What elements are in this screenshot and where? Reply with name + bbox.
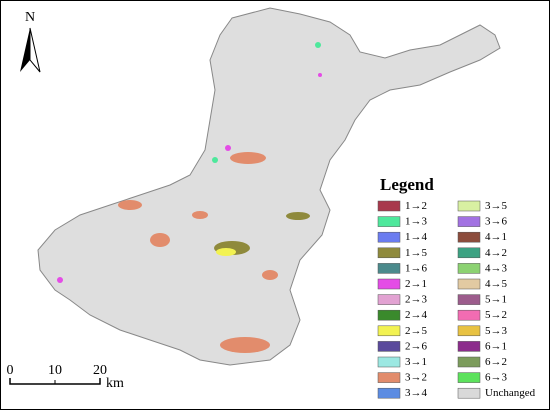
legend-swatch xyxy=(377,325,401,337)
legend-swatch xyxy=(457,387,481,399)
legend-label: 4→1 xyxy=(485,231,507,243)
legend-swatch xyxy=(457,325,481,337)
legend-label: 3→2 xyxy=(405,372,427,384)
legend-label: 3→1 xyxy=(405,356,427,368)
legend-swatch xyxy=(377,263,401,274)
legend-label: 1→3 xyxy=(405,216,428,228)
scale-label: 20 xyxy=(93,363,107,378)
legend-swatch xyxy=(377,387,401,399)
legend-label: 2→5 xyxy=(405,325,428,337)
legend-swatch xyxy=(457,216,481,227)
legend-swatch xyxy=(377,294,401,305)
north-arrow: N xyxy=(20,10,41,73)
legend-label: 5→2 xyxy=(485,309,507,321)
legend-label: 6→2 xyxy=(485,356,507,368)
legend-label: 1→6 xyxy=(405,262,428,274)
arrow-right xyxy=(29,27,41,73)
legend-swatch xyxy=(457,263,481,274)
legend-swatch xyxy=(377,231,401,243)
legend-label: 6→3 xyxy=(485,372,508,384)
legend-swatch xyxy=(457,247,481,259)
legend-label: 1→5 xyxy=(405,247,428,259)
legend-label: Unchanged xyxy=(485,387,536,399)
north-label: N xyxy=(25,10,35,25)
legend-swatch xyxy=(377,309,401,321)
legend-swatch xyxy=(457,231,481,243)
legend-swatch xyxy=(377,216,401,227)
legend-swatch xyxy=(377,372,401,383)
legend-label: 4→5 xyxy=(485,278,508,290)
arrow-left xyxy=(20,28,30,72)
legend-label: 1→2 xyxy=(405,200,427,212)
legend-label: 3→5 xyxy=(485,200,508,212)
legend-title: Legend xyxy=(380,175,434,194)
legend-label: 1→4 xyxy=(405,231,428,243)
legend-swatch xyxy=(457,372,481,383)
patches-mint xyxy=(212,42,321,163)
legend-label: 2→3 xyxy=(405,294,428,306)
legend-swatch xyxy=(377,278,401,290)
scale-label: 10 xyxy=(48,363,62,378)
legend-label: 4→2 xyxy=(485,247,507,259)
legend-swatch xyxy=(457,309,481,321)
watershed xyxy=(37,7,501,366)
legend-label: 2→4 xyxy=(405,309,428,321)
legend-swatch xyxy=(457,294,481,305)
legend-label: 3→4 xyxy=(405,387,428,399)
legend-label: 5→1 xyxy=(485,294,507,306)
legend-label: 6→1 xyxy=(485,340,507,352)
legend-label: 5→3 xyxy=(485,325,508,337)
legend-label: 4→3 xyxy=(485,262,508,274)
legend-label: 2→1 xyxy=(405,278,427,290)
legend-swatch xyxy=(457,278,481,290)
patches-yellow xyxy=(216,248,236,256)
legend-swatch xyxy=(457,200,481,212)
legend-swatch xyxy=(377,247,401,259)
legend-label: 3→6 xyxy=(485,216,508,228)
legend-swatch xyxy=(457,341,481,352)
legend-swatch xyxy=(457,356,481,368)
legend-swatch xyxy=(377,341,401,352)
basin xyxy=(37,7,501,366)
scale-unit: km xyxy=(106,376,124,391)
legend: 1→2 1→3 1→4 1→5 1→6 2→1 2→3 2→4 2→5 2→6 3→1 3→2 3→4 3… xyxy=(377,200,536,399)
scale-label: 0 xyxy=(7,363,14,378)
patches-magenta xyxy=(57,73,322,283)
patches-salmon xyxy=(118,152,278,353)
legend-label: 2→6 xyxy=(405,340,428,352)
legend-swatch xyxy=(377,200,401,212)
legend-swatch xyxy=(377,356,401,368)
